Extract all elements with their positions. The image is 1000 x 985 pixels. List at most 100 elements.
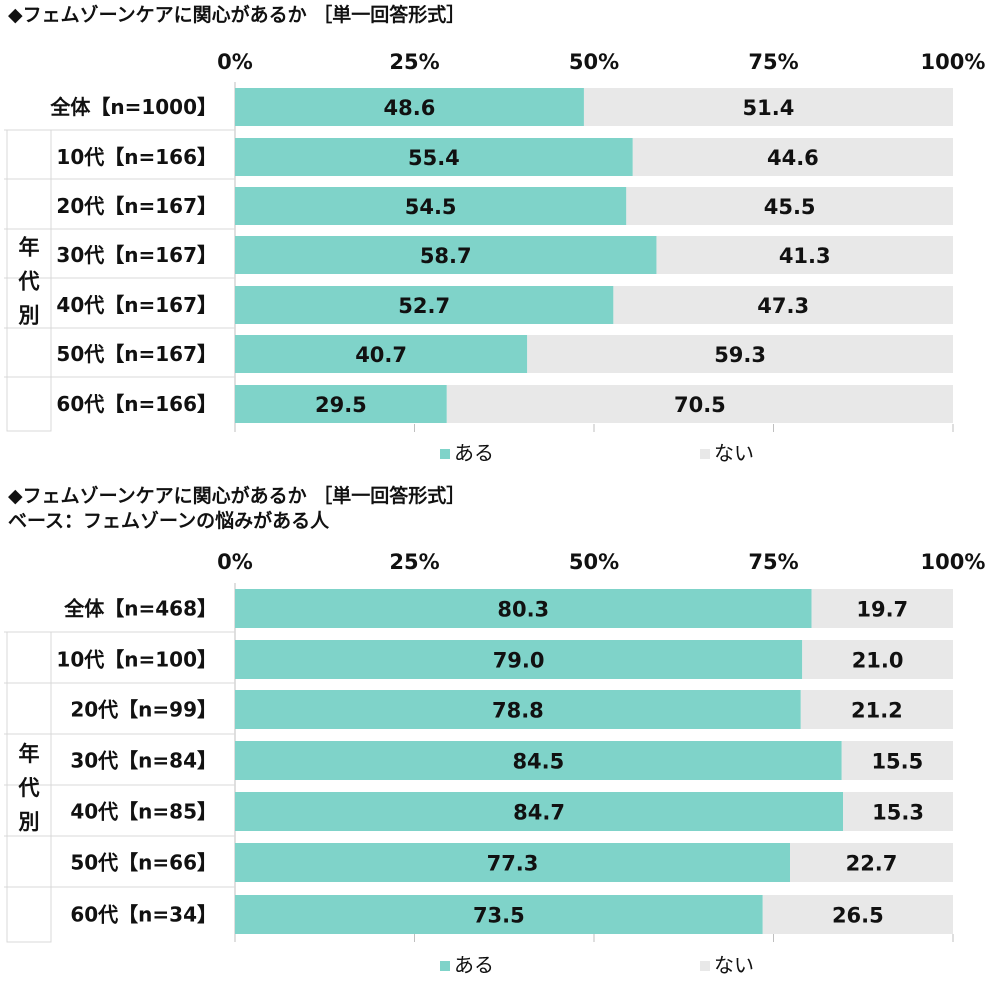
chart2-data-label: 21.2 (851, 699, 903, 723)
chart2-data-label: 80.3 (497, 598, 549, 622)
chart2-bar-aru (235, 741, 842, 780)
chart1-legend-label: ある (454, 441, 494, 465)
chart1-bar-aru (235, 236, 657, 274)
chart1-row-label: 10代【n=166】 (56, 145, 217, 169)
chart2-bar-nai (811, 589, 953, 628)
chart1-data-label: 59.3 (714, 343, 766, 367)
chart1-row-label: 20代【n=167】 (56, 194, 217, 218)
chart1-bar-aru (235, 138, 633, 176)
chart1-data-label: 58.7 (420, 244, 472, 268)
chart1-data-label: 47.3 (757, 294, 809, 318)
chart2-data-label: 19.7 (856, 598, 908, 622)
chart2-data-label: 22.7 (846, 852, 898, 876)
chart1-data-label: 55.4 (408, 146, 460, 170)
chart2-legend-swatch (440, 961, 450, 971)
chart1-bar-nai (656, 236, 953, 274)
chart2-tick-label: 0% (217, 550, 253, 574)
chart1-tick-label: 50% (569, 50, 619, 74)
chart2-data-label: 15.3 (872, 801, 924, 825)
chart2-tick-label: 50% (569, 550, 619, 574)
chart1-data-label: 54.5 (405, 195, 457, 219)
chart1-bar-aru (235, 385, 447, 423)
chart1-svg: 0% 25% 50% 75% 100% 年代別 全体【n=1000】 48.6 51.4 10代【… (4, 50, 986, 465)
chart2-bar-aru (235, 895, 763, 934)
chart2-tick-label: 25% (389, 550, 439, 574)
chart2-tick-label: 100% (921, 550, 986, 574)
chart2-row-label: 40代【n=85】 (70, 800, 217, 824)
chart1-group-label-char: 別 (19, 304, 40, 328)
chart1-legend-label: ない (714, 441, 754, 465)
chart1-bar-nai (446, 385, 953, 423)
chart2-bar-nai (841, 741, 953, 780)
chart2-tick-label: 75% (748, 550, 798, 574)
chart1-bar-nai (613, 286, 953, 324)
chart1-row-label: 30代【n=167】 (56, 243, 217, 267)
chart2-bar-aru (235, 690, 801, 729)
chart2-legend-label: ない (714, 953, 754, 977)
chart1-data-label: 45.5 (764, 195, 816, 219)
chart1-row-label: 50代【n=167】 (56, 342, 217, 366)
chart1-bar-nai (583, 88, 953, 126)
chart1-tick-label: 100% (921, 50, 986, 74)
chart1-tick-label: 75% (748, 50, 798, 74)
chart2-data-label: 21.0 (852, 649, 904, 673)
chart1-data-label: 44.6 (767, 146, 819, 170)
chart2-bar-aru (235, 589, 812, 628)
chart1-bar-aru (235, 335, 528, 373)
chart1-tick-label: 0% (217, 50, 253, 74)
chart1-group-label-char: 代 (18, 270, 40, 294)
chart2-data-label: 73.5 (473, 904, 525, 928)
chart2-bar-aru (235, 792, 844, 831)
chart1-group-box (6, 129, 52, 432)
chart1-tick-label: 25% (389, 50, 439, 74)
chart2-data-label: 84.5 (512, 750, 564, 774)
chart1-data-label: 48.6 (384, 96, 436, 120)
chart1-bar-nai (527, 335, 953, 373)
chart2-bar-nai (802, 640, 953, 679)
chart2-subtitle: ベース：フェムゾーンの悩みがある人 (8, 510, 330, 532)
chart2-bar-nai (762, 895, 953, 934)
chart2-row-label: 60代【n=34】 (70, 903, 217, 927)
chart2-row-label: 30代【n=84】 (70, 749, 217, 773)
chart2-title: ◆フェムゾーンケアに関心があるか ［単一回答形式］ (8, 485, 466, 507)
chart1-group-label-char: 年 (19, 236, 40, 260)
chart1-data-label: 51.4 (743, 96, 795, 120)
chart2-bar-nai (800, 690, 953, 729)
chart2-data-label: 77.3 (487, 852, 539, 876)
chart1-data-label: 29.5 (315, 393, 367, 417)
chart2-data-label: 79.0 (493, 649, 545, 673)
chart2-group-label-char: 年 (19, 742, 40, 766)
chart2-bar-nai (790, 843, 953, 882)
chart1-row-label: 60代【n=166】 (56, 392, 217, 416)
chart2-data-label: 78.8 (492, 699, 544, 723)
chart2-data-label: 84.7 (513, 801, 565, 825)
chart1-data-label: 41.3 (779, 244, 831, 268)
chart2-row-label: 20代【n=99】 (70, 698, 217, 722)
chart2-group-label-char: 代 (18, 776, 40, 800)
chart1-data-label: 40.7 (355, 343, 407, 367)
chart1-bar-nai (632, 138, 953, 176)
chart1-bar-aru (235, 88, 584, 126)
chart1-bar-nai (626, 187, 953, 225)
chart1-data-label: 70.5 (674, 393, 726, 417)
chart2-data-label: 15.5 (871, 750, 923, 774)
chart1-legend-swatch (440, 449, 450, 459)
chart1-row-label: 40代【n=167】 (56, 293, 217, 317)
chart1-legend-swatch (700, 449, 710, 459)
chart2-data-label: 26.5 (832, 904, 884, 928)
chart2-bar-aru (235, 640, 803, 679)
chart2-bar-nai (843, 792, 953, 831)
chart1-bar-aru (235, 286, 614, 324)
chart2-row-label: 50代【n=66】 (70, 851, 217, 875)
chart1-data-label: 52.7 (398, 294, 450, 318)
chart1-bar-aru (235, 187, 627, 225)
chart2-bar-aru (235, 843, 791, 882)
chart2-row-label: 全体【n=468】 (63, 597, 217, 621)
chart1-title: ◆フェムゾーンケアに関心があるか ［単一回答形式］ (8, 4, 466, 26)
chart2-legend-label: ある (454, 953, 494, 977)
chart2-group-box (6, 631, 52, 943)
chart1-row-label: 全体【n=1000】 (49, 95, 217, 119)
chart2-group-label-char: 別 (19, 810, 40, 834)
